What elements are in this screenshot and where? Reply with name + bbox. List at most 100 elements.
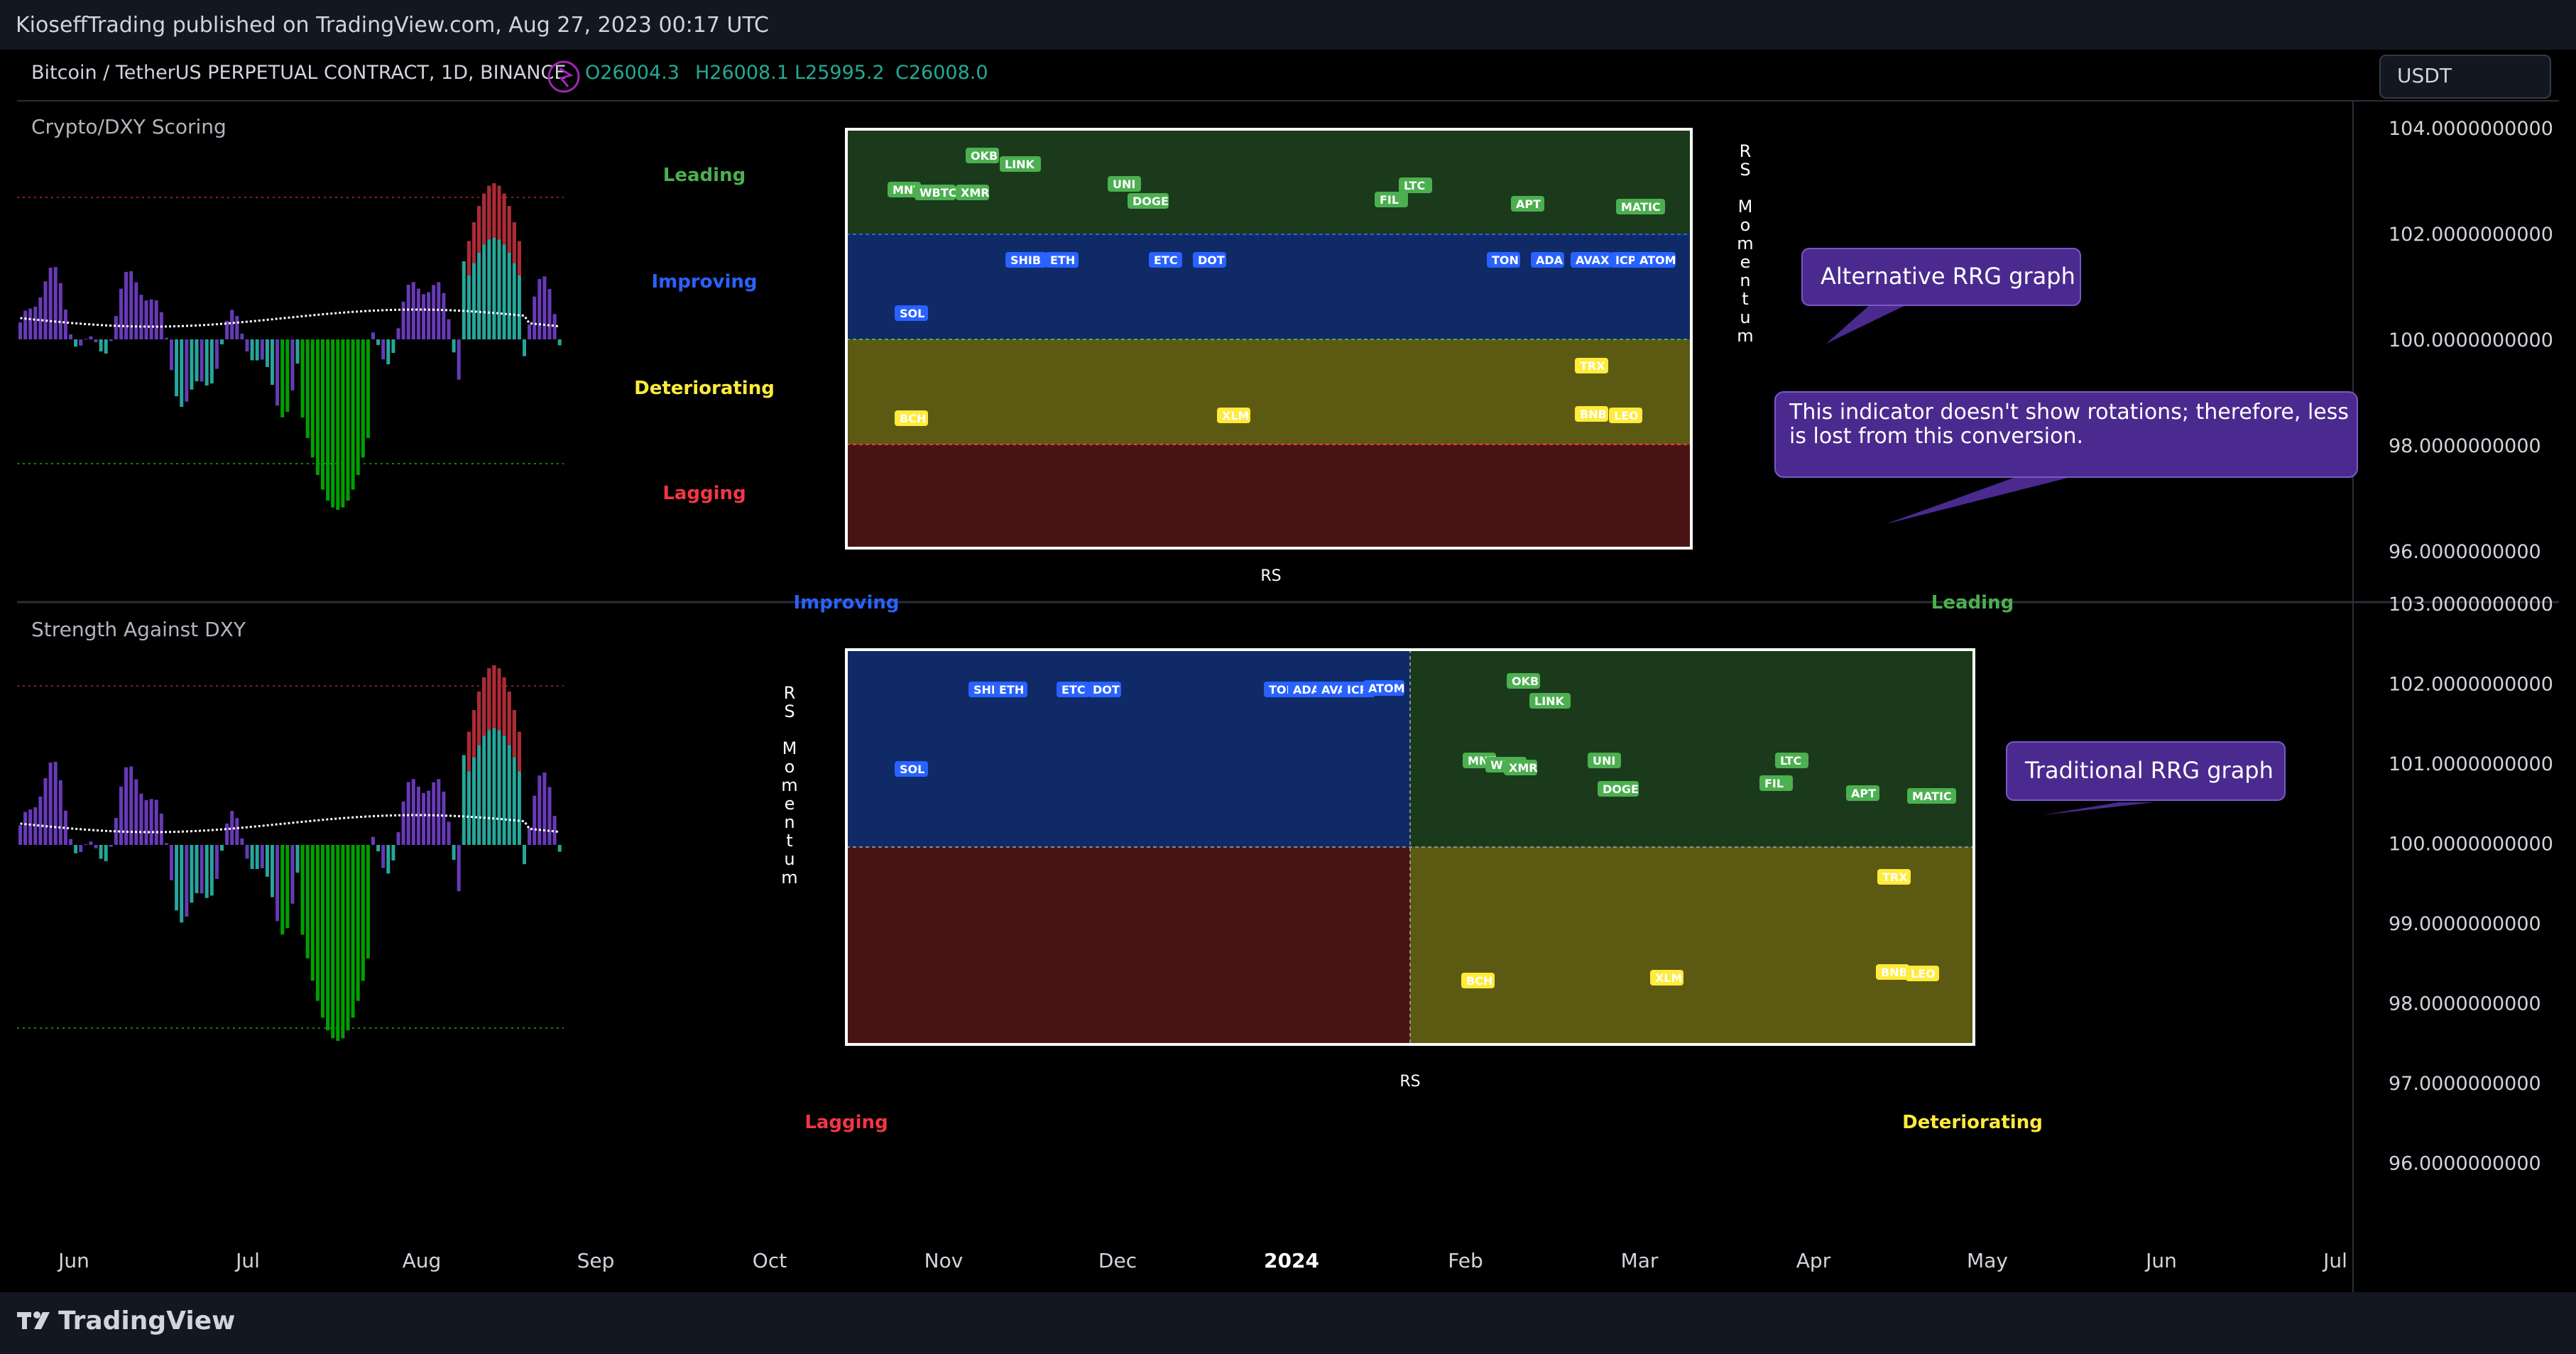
histogram-bar bbox=[38, 297, 43, 339]
time-tick-label: Apr bbox=[1796, 1249, 1831, 1272]
histogram-bar bbox=[28, 809, 33, 845]
time-tick-label: Aug bbox=[403, 1249, 442, 1272]
token-tag: LEO bbox=[1906, 966, 1939, 981]
pane1-callout-alt-rrg[interactable]: Alternative RRG graph bbox=[1801, 248, 2081, 344]
histogram-bar bbox=[336, 339, 340, 510]
pane1-axis-x-label: RS bbox=[1260, 567, 1281, 585]
histogram-bar bbox=[114, 315, 118, 339]
histogram-bar bbox=[406, 782, 410, 845]
status-icon[interactable] bbox=[547, 60, 580, 93]
token-tag: XMR bbox=[956, 185, 990, 200]
time-axis[interactable]: Jun Jul Aug Sep Oct Nov Dec 2024 Feb Mar Apr May Jun… bbox=[57, 1249, 2347, 1272]
histogram-bar bbox=[209, 845, 214, 896]
pane1-label-deteriorating: Deteriorating bbox=[634, 378, 775, 399]
histogram-bar bbox=[235, 316, 239, 339]
histogram-bar bbox=[351, 339, 355, 490]
histogram-bar bbox=[79, 845, 83, 853]
histogram-bar bbox=[190, 339, 194, 390]
histogram-bar bbox=[422, 294, 425, 339]
histogram-bar bbox=[245, 845, 249, 859]
price-tick-label: 103.0000000000 bbox=[2389, 594, 2553, 616]
histogram-bar bbox=[537, 775, 542, 845]
histogram-bar bbox=[331, 845, 335, 1039]
footer: TradingView bbox=[0, 1292, 2576, 1354]
token-tag: SHIB bbox=[1005, 252, 1047, 268]
histogram-bar bbox=[477, 692, 481, 845]
histogram-bar bbox=[53, 267, 58, 339]
chart-area[interactable]: Bitcoin / TetherUS PERPETUAL CONTRACT, 1… bbox=[17, 50, 2559, 1292]
histogram-bar bbox=[401, 301, 405, 339]
price-tick-label: 102.0000000000 bbox=[2389, 674, 2553, 696]
time-tick-label: Jun bbox=[57, 1249, 89, 1272]
histogram-bar bbox=[154, 300, 158, 339]
time-tick-label: Sep bbox=[577, 1249, 615, 1272]
ohlc-low: L25995.2 bbox=[795, 62, 885, 84]
histogram-bar bbox=[114, 817, 118, 845]
histogram-bar bbox=[119, 786, 123, 845]
histogram-bar-cap bbox=[512, 710, 516, 758]
token-tag: OKB bbox=[1507, 673, 1540, 689]
signal-line bbox=[20, 308, 560, 328]
pane2-price-scale[interactable]: 103.0000000000 102.0000000000 101.00000000… bbox=[2389, 594, 2553, 1175]
token-tag: MATIC bbox=[1907, 788, 1956, 804]
svg-text:SOL: SOL bbox=[900, 763, 924, 776]
ohlc-open: O26004.3 bbox=[585, 62, 680, 84]
histogram-bar bbox=[290, 845, 295, 904]
pane-crypto-dxy-scoring: Crypto/DXY Scoring Leading Improving Det… bbox=[17, 115, 2553, 585]
svg-text:WBTC: WBTC bbox=[919, 186, 957, 200]
svg-text:MNT: MNT bbox=[893, 183, 921, 197]
histogram-bar bbox=[427, 790, 431, 845]
histogram-bar-cap bbox=[472, 710, 476, 758]
histogram-bar bbox=[220, 339, 224, 345]
histogram-bar bbox=[214, 845, 219, 879]
token-tag: ETH bbox=[1045, 252, 1079, 268]
ohlc-close: C26008.0 bbox=[895, 62, 988, 84]
svg-text:FIL: FIL bbox=[1380, 193, 1399, 207]
histogram-bar bbox=[271, 845, 274, 897]
tradingview-logo[interactable]: TradingView bbox=[16, 1306, 235, 1336]
svg-text:LEO: LEO bbox=[1911, 967, 1936, 981]
histogram-bar bbox=[69, 839, 72, 845]
svg-text:DOGE: DOGE bbox=[1133, 195, 1169, 208]
token-tag: XMR bbox=[1504, 760, 1538, 775]
svg-text:XMR: XMR bbox=[1509, 761, 1538, 775]
token-tag: MNT bbox=[888, 182, 921, 197]
histogram-bar bbox=[69, 334, 72, 339]
histogram-bar bbox=[533, 296, 537, 339]
histogram-bar bbox=[124, 767, 129, 845]
histogram-bar bbox=[225, 823, 229, 845]
histogram-bar bbox=[295, 339, 300, 364]
chart-canvas[interactable]: Bitcoin / TetherUS PERPETUAL CONTRACT, 1… bbox=[17, 50, 2559, 1292]
pane1-callout-note[interactable]: This indicator doesn't show rotations; t… bbox=[1774, 391, 2358, 524]
histogram-bar bbox=[447, 319, 451, 339]
svg-text:APT: APT bbox=[1516, 197, 1541, 211]
histogram-bar bbox=[240, 838, 244, 845]
svg-text:ICP: ICP bbox=[1347, 683, 1368, 697]
histogram-bar-cap bbox=[472, 222, 476, 263]
price-tick-label: 98.0000000000 bbox=[2389, 993, 2541, 1015]
histogram-bar bbox=[341, 339, 345, 508]
pane1-label-lagging: Lagging bbox=[662, 483, 746, 504]
histogram-bar bbox=[139, 793, 143, 845]
time-tick-label: Nov bbox=[924, 1249, 964, 1272]
histogram-bar bbox=[396, 832, 400, 845]
pane2-title: Strength Against DXY bbox=[31, 618, 246, 641]
time-tick-label: Oct bbox=[753, 1249, 787, 1272]
histogram-bar bbox=[149, 799, 153, 845]
svg-text:SOL: SOL bbox=[900, 307, 924, 320]
pane2-callout-traditional-rrg[interactable]: Traditional RRG graph bbox=[2006, 741, 2286, 815]
callout-text: Traditional RRG graph bbox=[2024, 757, 2274, 784]
pane1-price-scale[interactable]: 104.0000000000 102.0000000000 100.00000000… bbox=[2389, 118, 2553, 563]
svg-text:AVAX: AVAX bbox=[1576, 253, 1610, 267]
currency-button[interactable]: USDT bbox=[2379, 55, 2551, 99]
histogram-bar bbox=[280, 845, 285, 935]
histogram-bar bbox=[134, 282, 138, 339]
histogram-bar bbox=[528, 324, 532, 339]
histogram-bar bbox=[134, 779, 138, 845]
histogram-bar bbox=[512, 710, 516, 845]
histogram-bar bbox=[94, 339, 98, 343]
histogram-bar bbox=[164, 337, 168, 339]
signal-line bbox=[20, 814, 560, 834]
histogram-bar bbox=[442, 293, 446, 339]
pane2-label-improving: Improving bbox=[793, 592, 899, 613]
